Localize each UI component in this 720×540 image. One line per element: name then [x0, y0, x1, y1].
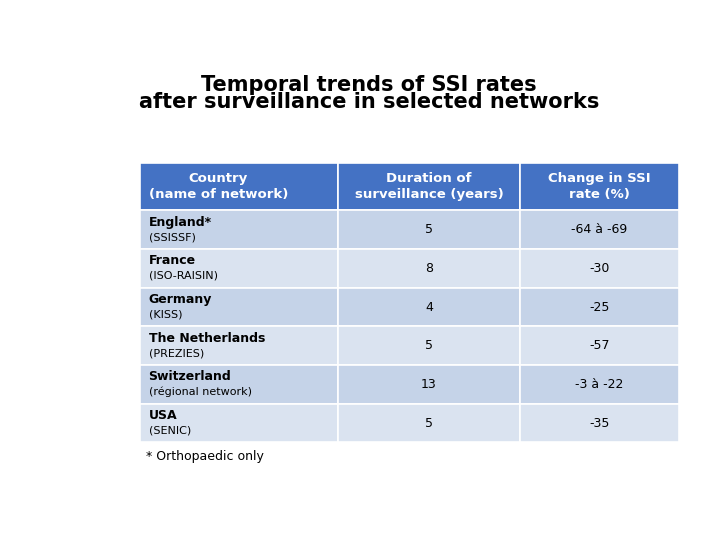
FancyBboxPatch shape	[338, 326, 520, 365]
Text: The Netherlands: The Netherlands	[148, 332, 265, 345]
Text: Switzerland: Switzerland	[148, 370, 231, 383]
Text: France: France	[148, 254, 196, 267]
Text: Change in SSI
rate (%): Change in SSI rate (%)	[548, 172, 650, 201]
Text: 5: 5	[425, 416, 433, 429]
FancyBboxPatch shape	[520, 288, 679, 326]
FancyBboxPatch shape	[140, 210, 338, 249]
FancyBboxPatch shape	[520, 163, 679, 210]
FancyBboxPatch shape	[520, 249, 679, 288]
FancyBboxPatch shape	[140, 288, 338, 326]
FancyBboxPatch shape	[338, 288, 520, 326]
FancyBboxPatch shape	[140, 326, 338, 365]
FancyBboxPatch shape	[338, 365, 520, 404]
Text: -35: -35	[589, 416, 609, 429]
FancyBboxPatch shape	[338, 404, 520, 442]
FancyBboxPatch shape	[338, 249, 520, 288]
FancyBboxPatch shape	[520, 365, 679, 404]
Text: Country
(name of network): Country (name of network)	[148, 172, 288, 201]
Text: (SSISSF): (SSISSF)	[148, 232, 195, 242]
FancyBboxPatch shape	[140, 365, 338, 404]
FancyBboxPatch shape	[520, 404, 679, 442]
Text: -3 à -22: -3 à -22	[575, 378, 624, 391]
Text: after surveillance in selected networks: after surveillance in selected networks	[139, 92, 599, 112]
Text: * Orthopaedic only: * Orthopaedic only	[145, 450, 264, 463]
Text: (KISS): (KISS)	[148, 309, 182, 320]
Text: (SENIC): (SENIC)	[148, 426, 191, 435]
FancyBboxPatch shape	[520, 210, 679, 249]
Text: England*: England*	[148, 215, 212, 228]
Text: -30: -30	[589, 262, 609, 275]
FancyBboxPatch shape	[338, 163, 520, 210]
Text: 8: 8	[425, 262, 433, 275]
Text: Germany: Germany	[148, 293, 212, 306]
Text: (ISO-RAISIN): (ISO-RAISIN)	[148, 271, 217, 281]
Text: 5: 5	[425, 339, 433, 352]
Text: 5: 5	[425, 223, 433, 236]
FancyBboxPatch shape	[140, 163, 338, 210]
Text: USA: USA	[148, 409, 177, 422]
Text: (PREZIES): (PREZIES)	[148, 348, 204, 358]
Text: -64 à -69: -64 à -69	[571, 223, 627, 236]
Text: 4: 4	[425, 300, 433, 314]
Text: 13: 13	[421, 378, 437, 391]
FancyBboxPatch shape	[140, 404, 338, 442]
FancyBboxPatch shape	[520, 326, 679, 365]
Text: Duration of
surveillance (years): Duration of surveillance (years)	[355, 172, 503, 201]
Text: Temporal trends of SSI rates: Temporal trends of SSI rates	[201, 75, 537, 95]
FancyBboxPatch shape	[140, 249, 338, 288]
Text: (régional network): (régional network)	[148, 387, 251, 397]
FancyBboxPatch shape	[338, 210, 520, 249]
Text: -57: -57	[589, 339, 609, 352]
Text: -25: -25	[589, 300, 609, 314]
